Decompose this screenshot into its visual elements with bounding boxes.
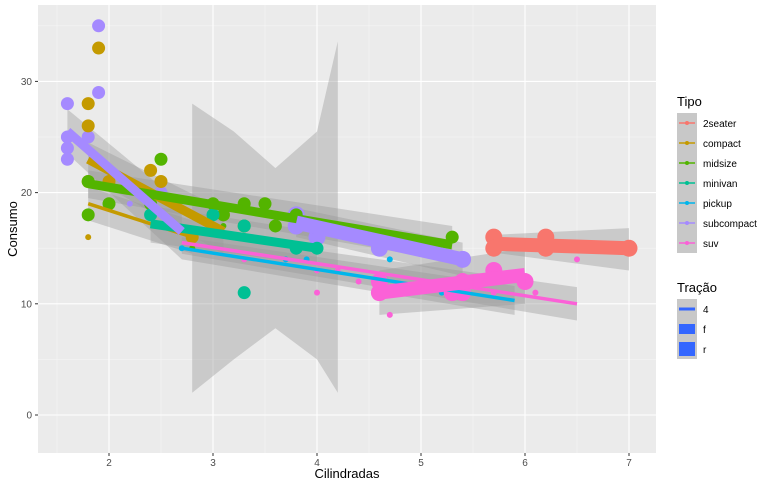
- legend-key-point: [685, 241, 689, 245]
- fit-line-2seater-r: [493, 236, 630, 256]
- legend-key-point: [685, 141, 689, 145]
- y-tick-label: 10: [21, 299, 33, 310]
- legend-label-f: f: [703, 325, 706, 336]
- point-compact: [144, 163, 158, 177]
- legend-label-subcompact: subcompact: [703, 219, 757, 230]
- y-tick-label: 30: [21, 77, 33, 88]
- point-subcompact: [60, 97, 74, 111]
- point-compact: [92, 41, 106, 55]
- legend-label-r: r: [703, 345, 707, 356]
- legend: Tipo Tração 2seater compact midsize minivan…: [677, 94, 757, 359]
- point-compact: [85, 234, 92, 241]
- x-tick-label: 4: [314, 458, 320, 469]
- point-subcompact: [92, 19, 106, 33]
- legend-size-title: Tração: [677, 280, 717, 295]
- legend-label-2seater: 2seater: [703, 119, 737, 130]
- point-suv: [355, 278, 362, 285]
- point-midsize: [154, 152, 168, 166]
- legend-label-4: 4: [703, 305, 709, 316]
- legend-label-compact: compact: [703, 139, 741, 150]
- y-axis-title: Consumo: [5, 201, 20, 257]
- fit-line-subcompact-f: [64, 128, 185, 235]
- point-midsize: [258, 197, 272, 211]
- x-tick-label: 3: [210, 458, 216, 469]
- point-subcompact: [60, 141, 74, 155]
- point-subcompact: [60, 152, 74, 166]
- legend-color-title: Tipo: [677, 94, 702, 109]
- point-subcompact: [92, 86, 106, 100]
- fit-line-midsize-f: [87, 179, 453, 250]
- legend-label-suv: suv: [703, 239, 719, 250]
- y-tick-label: 20: [21, 188, 33, 199]
- fit-line-pickup-4: [181, 246, 515, 303]
- legend-key-point: [685, 221, 689, 225]
- point-subcompact: [81, 130, 95, 144]
- legend-label-pickup: pickup: [703, 199, 732, 210]
- point-suv: [574, 256, 580, 263]
- legend-label-midsize: midsize: [703, 159, 737, 170]
- legend-key-point: [685, 181, 689, 185]
- point-compact: [154, 174, 168, 188]
- fit-line-subcompact-r: [294, 215, 465, 267]
- x-tick-label: 6: [522, 458, 528, 469]
- point-minivan: [237, 286, 251, 300]
- legend-key-point: [685, 161, 689, 165]
- legend-key-line: [679, 342, 695, 356]
- point-midsize: [102, 197, 116, 211]
- point-midsize: [268, 219, 282, 233]
- x-axis-title: Cilindradas: [314, 466, 380, 481]
- point-compact: [81, 119, 95, 133]
- point-pickup: [386, 256, 393, 263]
- point-compact: [81, 97, 95, 111]
- fit-line-suv-4: [181, 240, 578, 306]
- y-tick-label: 0: [26, 411, 32, 422]
- legend-key-point: [685, 121, 689, 125]
- point-suv: [314, 289, 320, 296]
- point-suv: [386, 311, 393, 318]
- point-midsize: [216, 208, 230, 222]
- legend-key-line: [679, 324, 695, 334]
- point-minivan: [206, 208, 220, 222]
- point-suv: [532, 289, 539, 296]
- x-tick-label: 7: [626, 458, 632, 469]
- legend-label-minivan: minivan: [703, 179, 737, 190]
- legend-key-point: [685, 201, 689, 205]
- x-tick-label: 5: [418, 458, 424, 469]
- fit-line-suv-r: [378, 267, 526, 300]
- point-midsize: [81, 208, 95, 222]
- legend-key-line: [679, 307, 695, 311]
- point-minivan: [237, 219, 251, 233]
- point-subcompact: [126, 200, 133, 207]
- gridlines: [38, 5, 656, 453]
- x-tick-label: 2: [106, 458, 112, 469]
- fit-lines: [64, 128, 630, 306]
- axes: 2 3 4 5 6 7 0 10 20 30: [21, 77, 632, 469]
